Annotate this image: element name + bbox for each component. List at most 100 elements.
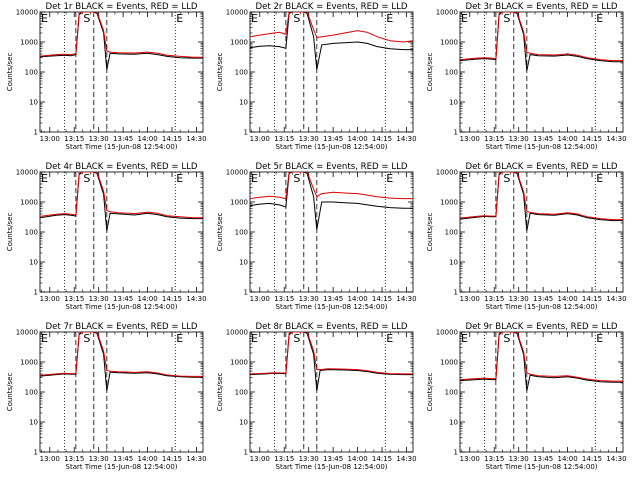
x-tick-label: 14:30: [396, 135, 416, 143]
series-line-lld: [250, 12, 413, 43]
x-tick-label: 13:30: [509, 135, 529, 143]
panel-title: Det 9r BLACK = Events, RED = LLD: [465, 322, 617, 332]
marker-label-e: E: [596, 332, 603, 345]
x-axis-label: Start Time (15-Jun-08 12:54:00): [66, 143, 178, 151]
y-tick-label: 1000: [20, 359, 38, 367]
x-tick-label: 13:30: [89, 295, 109, 303]
y-axis-label: Counts/sec: [6, 373, 14, 412]
y-tick-label: 1: [34, 449, 38, 457]
y-tick-label: 1: [244, 449, 248, 457]
x-tick-label: 14:00: [347, 135, 367, 143]
y-tick-label: 1000: [230, 39, 248, 47]
marker-label-e: E: [41, 12, 48, 25]
marker-label-e: E: [461, 12, 468, 25]
y-tick-label: 1: [454, 289, 458, 297]
panel-det-5r: Det 5r BLACK = Events, RED = LLD 1 10 100 10…: [216, 162, 417, 311]
panel-det-8r: Det 8r BLACK = Events, RED = LLD 1 10 100 10…: [216, 322, 417, 471]
y-tick-label: 10000: [16, 169, 38, 177]
x-tick-label: 14:30: [186, 455, 206, 463]
series-line-lld: [250, 332, 413, 375]
series-line-events: [40, 332, 203, 391]
y-axis-label: Counts/sec: [216, 53, 224, 92]
y-tick-label: 100: [445, 69, 458, 77]
y-tick-label: 1: [34, 129, 38, 137]
x-tick-label: 14:30: [606, 455, 626, 463]
y-tick-label: 1000: [20, 39, 38, 47]
y-tick-label: 1: [454, 449, 458, 457]
y-tick-label: 10000: [436, 169, 458, 177]
x-tick-label: 13:30: [89, 455, 109, 463]
marker-label-e: E: [176, 332, 183, 345]
y-axis-label: Counts/sec: [216, 373, 224, 412]
series-line-events: [40, 172, 203, 231]
y-tick-label: 100: [445, 389, 458, 397]
x-tick-label: 14:15: [372, 295, 392, 303]
y-tick-label: 10: [449, 99, 458, 107]
series-line-events: [40, 12, 203, 70]
y-axis-label: Counts/sec: [426, 53, 434, 92]
marker-label-e: E: [386, 332, 393, 345]
y-tick-label: 100: [235, 389, 248, 397]
x-tick-label: 13:45: [323, 295, 343, 303]
series-line-lld: [40, 12, 203, 58]
panel-title: Det 5r BLACK = Events, RED = LLD: [255, 162, 407, 172]
x-tick-label: 13:15: [274, 295, 294, 303]
y-tick-label: 10: [29, 99, 38, 107]
marker-label-s: S: [83, 12, 90, 25]
y-tick-label: 100: [25, 229, 38, 237]
x-tick-label: 14:00: [557, 295, 577, 303]
x-tick-label: 14:00: [347, 455, 367, 463]
panel-title: Det 7r BLACK = Events, RED = LLD: [45, 322, 197, 332]
x-tick-label: 13:45: [533, 135, 553, 143]
y-axis-label: Counts/sec: [216, 213, 224, 252]
y-tick-label: 10: [449, 259, 458, 267]
marker-label-s: S: [83, 172, 90, 185]
marker-label-e: E: [41, 332, 48, 345]
x-tick-label: 14:15: [582, 455, 602, 463]
y-tick-label: 1: [244, 129, 248, 137]
y-tick-label: 100: [235, 229, 248, 237]
y-tick-label: 1000: [230, 199, 248, 207]
marker-label-e: E: [386, 172, 393, 185]
panel-det-2r: Det 2r BLACK = Events, RED = LLD 1 10 100 10…: [216, 2, 417, 151]
y-tick-label: 10: [239, 259, 248, 267]
x-tick-label: 13:00: [40, 295, 60, 303]
x-tick-label: 13:15: [274, 135, 294, 143]
x-tick-label: 13:00: [460, 455, 480, 463]
x-tick-label: 13:00: [250, 455, 270, 463]
x-tick-label: 13:15: [484, 135, 504, 143]
x-tick-label: 14:30: [186, 135, 206, 143]
panel-title: Det 6r BLACK = Events, RED = LLD: [465, 162, 617, 172]
series-line-lld: [460, 172, 623, 221]
x-tick-label: 13:45: [113, 135, 133, 143]
marker-label-e: E: [176, 12, 183, 25]
x-tick-label: 13:00: [40, 455, 60, 463]
x-tick-label: 14:15: [162, 455, 182, 463]
x-tick-label: 13:30: [509, 295, 529, 303]
x-axis-label: Start Time (15-Jun-08 12:54:00): [486, 303, 598, 311]
y-tick-label: 100: [25, 389, 38, 397]
y-tick-label: 1000: [440, 199, 458, 207]
panel-title: Det 4r BLACK = Events, RED = LLD: [45, 162, 197, 172]
x-tick-label: 14:30: [186, 295, 206, 303]
y-tick-label: 1: [34, 289, 38, 297]
series-line-lld: [40, 172, 203, 219]
marker-label-s: S: [503, 12, 510, 25]
y-tick-label: 1: [244, 289, 248, 297]
x-axis-label: Start Time (15-Jun-08 12:54:00): [66, 463, 178, 471]
x-tick-label: 13:30: [299, 295, 319, 303]
y-tick-label: 1000: [440, 359, 458, 367]
marker-label-s: S: [293, 12, 300, 25]
x-tick-label: 13:15: [64, 295, 84, 303]
marker-label-e: E: [176, 172, 183, 185]
x-axis-label: Start Time (15-Jun-08 12:54:00): [486, 143, 598, 151]
y-tick-label: 10000: [436, 9, 458, 17]
x-tick-label: 13:15: [274, 455, 294, 463]
x-tick-label: 13:00: [460, 135, 480, 143]
x-axis-label: Start Time (15-Jun-08 12:54:00): [276, 143, 388, 151]
x-tick-label: 13:45: [323, 455, 343, 463]
x-tick-label: 13:00: [250, 295, 270, 303]
marker-label-s: S: [83, 332, 90, 345]
y-tick-label: 10: [29, 259, 38, 267]
x-tick-label: 14:30: [606, 295, 626, 303]
